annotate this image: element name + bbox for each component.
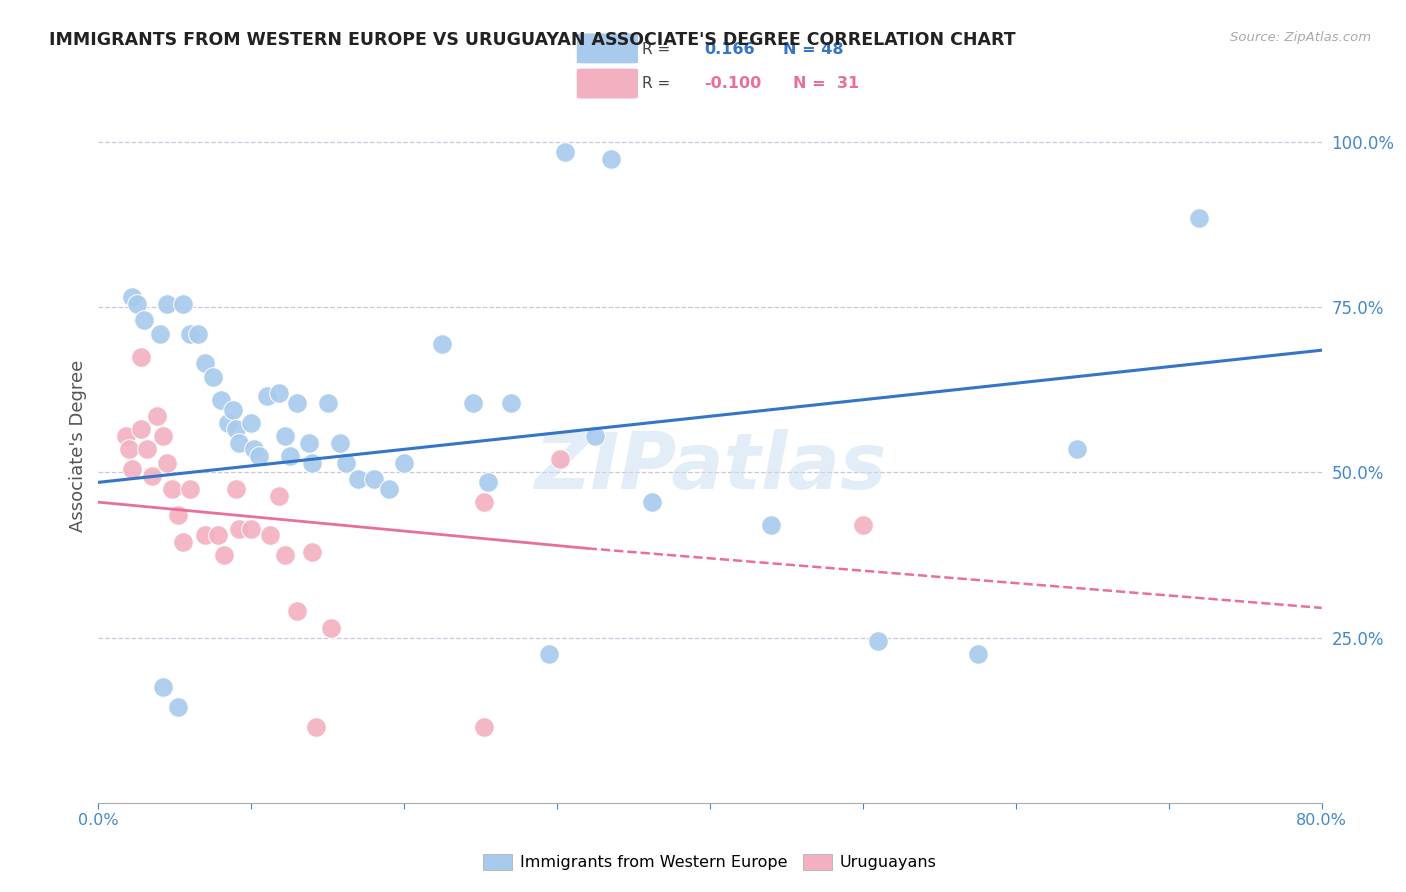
Point — [335, 456, 357, 470]
Point — [222, 402, 245, 417]
Point — [247, 449, 270, 463]
Point — [194, 528, 217, 542]
Point — [172, 297, 194, 311]
Point — [301, 456, 323, 470]
Point — [152, 429, 174, 443]
Point — [256, 389, 278, 403]
Point — [583, 429, 606, 443]
Point — [267, 386, 290, 401]
Point — [599, 152, 621, 166]
Point — [259, 528, 281, 542]
Point — [149, 326, 172, 341]
Point — [641, 495, 664, 509]
Point — [301, 545, 323, 559]
Point — [501, 396, 523, 410]
Point — [187, 326, 209, 341]
Point — [118, 442, 141, 457]
Point — [129, 350, 152, 364]
Text: R =: R = — [641, 76, 671, 91]
Point — [228, 522, 250, 536]
Point — [172, 534, 194, 549]
Point — [347, 472, 370, 486]
Point — [209, 392, 232, 407]
Point — [240, 416, 263, 430]
Point — [125, 297, 148, 311]
Point — [363, 472, 385, 486]
Point — [759, 518, 782, 533]
Point — [152, 680, 174, 694]
Point — [115, 429, 138, 443]
Text: N = 48: N = 48 — [783, 42, 844, 57]
Point — [329, 435, 352, 450]
Text: IMMIGRANTS FROM WESTERN EUROPE VS URUGUAYAN ASSOCIATE'S DEGREE CORRELATION CHART: IMMIGRANTS FROM WESTERN EUROPE VS URUGUA… — [49, 31, 1015, 49]
Point — [548, 452, 571, 467]
Text: ZIPatlas: ZIPatlas — [534, 429, 886, 506]
Point — [319, 621, 342, 635]
Point — [285, 396, 308, 410]
Point — [156, 456, 179, 470]
Point — [136, 442, 159, 457]
Point — [278, 449, 301, 463]
Point — [554, 145, 576, 159]
Point — [267, 489, 290, 503]
Y-axis label: Associate's Degree: Associate's Degree — [69, 359, 87, 533]
Point — [472, 720, 495, 734]
Point — [179, 482, 201, 496]
Point — [432, 336, 454, 351]
Text: N =  31: N = 31 — [793, 76, 859, 91]
Point — [141, 468, 163, 483]
Point — [134, 313, 156, 327]
Point — [121, 462, 143, 476]
Point — [129, 422, 152, 436]
Point — [121, 290, 143, 304]
Point — [228, 435, 250, 450]
Point — [194, 356, 217, 370]
Point — [392, 456, 416, 470]
Point — [207, 528, 229, 542]
Point — [202, 369, 225, 384]
Point — [472, 495, 495, 509]
Point — [1066, 442, 1088, 457]
Point — [316, 396, 339, 410]
Point — [461, 396, 484, 410]
Point — [225, 422, 247, 436]
Point — [167, 700, 190, 714]
Point — [274, 429, 297, 443]
Point — [212, 548, 235, 562]
Text: R =: R = — [641, 42, 671, 57]
Legend: Immigrants from Western Europe, Uruguayans: Immigrants from Western Europe, Uruguaya… — [477, 848, 943, 877]
Point — [298, 435, 321, 450]
Point — [156, 297, 179, 311]
Point — [240, 522, 263, 536]
Text: -0.100: -0.100 — [704, 76, 761, 91]
Point — [145, 409, 167, 424]
Point — [966, 647, 988, 661]
Point — [868, 634, 890, 648]
Point — [243, 442, 266, 457]
Point — [538, 647, 561, 661]
Point — [160, 482, 183, 496]
Text: Source: ZipAtlas.com: Source: ZipAtlas.com — [1230, 31, 1371, 45]
Text: 0.166: 0.166 — [704, 42, 755, 57]
FancyBboxPatch shape — [576, 68, 638, 99]
Point — [1188, 211, 1211, 225]
Point — [304, 720, 326, 734]
Point — [274, 548, 297, 562]
Point — [167, 508, 190, 523]
FancyBboxPatch shape — [576, 33, 638, 64]
Point — [852, 518, 875, 533]
Point — [285, 604, 308, 618]
Point — [225, 482, 247, 496]
Point — [378, 482, 401, 496]
Point — [217, 416, 239, 430]
Point — [179, 326, 201, 341]
Point — [477, 475, 499, 490]
